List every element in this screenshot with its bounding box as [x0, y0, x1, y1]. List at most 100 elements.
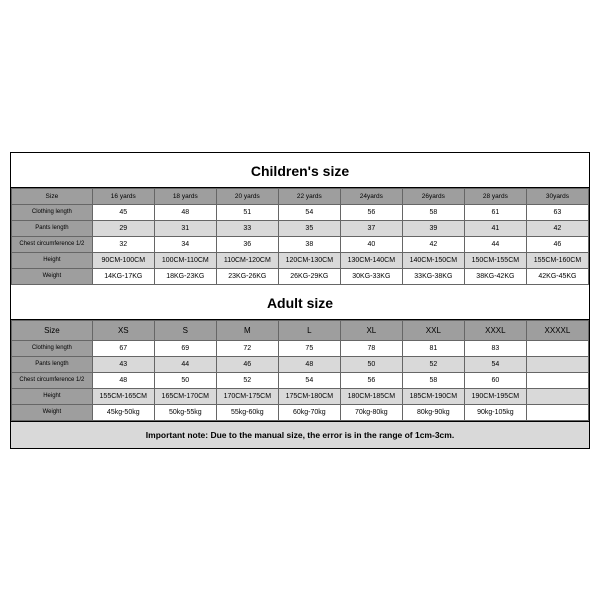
adult-table: SizeXSSMLXLXXLXXXLXXXXL Clothing length6…	[11, 320, 589, 421]
important-note: Important note: Due to the manual size, …	[11, 421, 589, 448]
table-row: Height155CM-165CM165CM-170CM170CM-175CM1…	[12, 388, 589, 404]
row-label: Clothing length	[12, 204, 93, 220]
cell: 60	[464, 372, 526, 388]
cell: 30KG-33KG	[340, 268, 402, 284]
cell: 18KG-23KG	[154, 268, 216, 284]
cell: 83	[464, 340, 526, 356]
column-header: XXXXL	[526, 320, 588, 340]
cell: 56	[340, 204, 402, 220]
cell: 50	[340, 356, 402, 372]
cell: 41	[464, 220, 526, 236]
cell: 52	[402, 356, 464, 372]
cell: 60kg-70kg	[278, 404, 340, 420]
cell: 32	[92, 236, 154, 252]
cell: 14KG-17KG	[92, 268, 154, 284]
cell: 70kg-80kg	[340, 404, 402, 420]
children-title: Children's size	[11, 153, 589, 188]
cell: 54	[464, 356, 526, 372]
cell: 36	[216, 236, 278, 252]
cell: 78	[340, 340, 402, 356]
column-header: 16 yards	[92, 188, 154, 204]
cell: 90kg-105kg	[464, 404, 526, 420]
cell	[526, 340, 588, 356]
cell: 56	[340, 372, 402, 388]
adult-header-row: SizeXSSMLXLXXLXXXLXXXXL	[12, 320, 589, 340]
cell: 90CM-100CM	[92, 252, 154, 268]
table-row: Weight45kg-50kg50kg-55kg55kg-60kg60kg-70…	[12, 404, 589, 420]
table-row: Height90CM-100CM100CM-110CM110CM-120CM12…	[12, 252, 589, 268]
column-header: XS	[92, 320, 154, 340]
cell: 37	[340, 220, 402, 236]
cell: 69	[154, 340, 216, 356]
cell: 155CM-165CM	[92, 388, 154, 404]
cell: 45	[92, 204, 154, 220]
cell: 44	[464, 236, 526, 252]
cell: 58	[402, 372, 464, 388]
cell: 48	[278, 356, 340, 372]
cell: 26KG-29KG	[278, 268, 340, 284]
cell: 23KG-26KG	[216, 268, 278, 284]
cell: 55kg-60kg	[216, 404, 278, 420]
column-header: XXXL	[464, 320, 526, 340]
table-row: Clothing length67697275788183	[12, 340, 589, 356]
cell: 180CM-185CM	[340, 388, 402, 404]
children-header-row: Size16 yards18 yards20 yards22 yards24ya…	[12, 188, 589, 204]
row-label: Weight	[12, 268, 93, 284]
cell: 29	[92, 220, 154, 236]
column-header: 18 yards	[154, 188, 216, 204]
cell: 42	[526, 220, 588, 236]
cell	[526, 356, 588, 372]
cell: 45kg-50kg	[92, 404, 154, 420]
cell: 33	[216, 220, 278, 236]
table-row: Pants length43444648505254	[12, 356, 589, 372]
cell: 44	[154, 356, 216, 372]
cell: 38KG-42KG	[464, 268, 526, 284]
cell: 58	[402, 204, 464, 220]
table-row: Weight14KG-17KG18KG-23KG23KG-26KG26KG-29…	[12, 268, 589, 284]
cell: 75	[278, 340, 340, 356]
cell: 33KG-38KG	[402, 268, 464, 284]
row-label: Chest circumference 1/2	[12, 372, 93, 388]
cell: 35	[278, 220, 340, 236]
row-label: Pants length	[12, 220, 93, 236]
cell: 48	[92, 372, 154, 388]
cell: 54	[278, 204, 340, 220]
cell: 140CM-150CM	[402, 252, 464, 268]
table-row: Chest circumference 1/23234363840424446	[12, 236, 589, 252]
cell: 72	[216, 340, 278, 356]
column-header: Size	[12, 320, 93, 340]
cell: 48	[154, 204, 216, 220]
table-row: Pants length2931333537394142	[12, 220, 589, 236]
column-header: 24yards	[340, 188, 402, 204]
cell: 61	[464, 204, 526, 220]
cell: 130CM-140CM	[340, 252, 402, 268]
column-header: L	[278, 320, 340, 340]
cell: 42KG-45KG	[526, 268, 588, 284]
row-label: Height	[12, 252, 93, 268]
cell: 46	[526, 236, 588, 252]
cell: 51	[216, 204, 278, 220]
table-row: Chest circumference 1/248505254565860	[12, 372, 589, 388]
children-table: Size16 yards18 yards20 yards22 yards24ya…	[11, 188, 589, 285]
cell: 120CM-130CM	[278, 252, 340, 268]
cell: 40	[340, 236, 402, 252]
column-header: M	[216, 320, 278, 340]
cell: 34	[154, 236, 216, 252]
cell: 165CM-170CM	[154, 388, 216, 404]
row-label: Height	[12, 388, 93, 404]
cell: 155CM-160CM	[526, 252, 588, 268]
row-label: Weight	[12, 404, 93, 420]
cell: 63	[526, 204, 588, 220]
cell: 46	[216, 356, 278, 372]
size-chart-container: Children's size Size16 yards18 yards20 y…	[10, 152, 590, 449]
column-header: 28 yards	[464, 188, 526, 204]
cell: 52	[216, 372, 278, 388]
column-header: 30yards	[526, 188, 588, 204]
cell: 190CM-195CM	[464, 388, 526, 404]
cell: 50	[154, 372, 216, 388]
cell: 80kg-90kg	[402, 404, 464, 420]
cell	[526, 372, 588, 388]
cell: 42	[402, 236, 464, 252]
row-label: Clothing length	[12, 340, 93, 356]
cell: 50kg-55kg	[154, 404, 216, 420]
